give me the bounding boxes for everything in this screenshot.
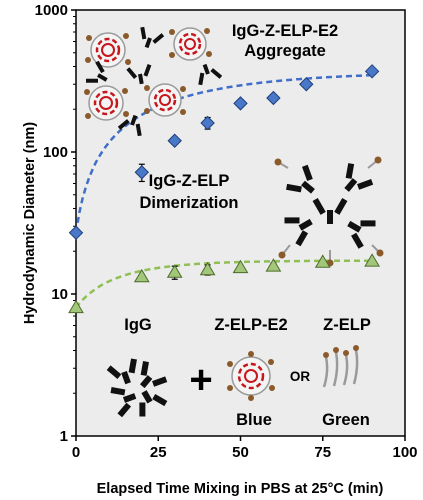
igg-antibody-icon [312,198,348,224]
data-point [299,77,314,92]
dimer-illustration [274,156,384,267]
data-point [232,259,249,274]
igg-antibody-icon [347,220,376,249]
data-point [68,299,84,314]
igg-antibody-icon [139,390,168,417]
igg-antibody-icon [86,60,108,83]
annotation-aggregate-line1: IgG-Z-ELP-E2 [232,22,338,40]
igg-antibody-icon [139,361,168,389]
igg-antibody-icon [106,358,137,385]
data-point [133,268,150,283]
igg-antibody-icon [110,387,137,418]
legend-label-blue: Blue [236,411,272,429]
igg-antibody-icon [284,217,313,247]
legend-label-green: Green [322,411,370,429]
z-elp-e2-particle [227,351,275,401]
data-point [167,133,182,148]
y-axis-title: Hydrodynamic Diameter (nm) [22,122,38,324]
data-point [200,115,215,131]
annotation-dimer-line2: Dimerization [139,194,238,212]
y-tick-label: 100 [43,144,68,161]
legend-plus: + [189,358,212,402]
x-axis-title: Elapsed Time Mixing in PBS at 25°C (min) [97,481,384,497]
data-point [364,64,380,79]
y-tick-label: 10 [51,286,68,303]
data-point [233,96,248,111]
x-tick-label: 50 [232,444,249,461]
axis-ticks: 0 25 50 75 100 1 10 100 1000 [35,2,418,461]
aggregate-particle [169,27,212,61]
data-point [266,90,281,106]
igg-antibody-icon [140,26,165,49]
x-tick-label: 0 [72,444,80,461]
igg-antibody-icon [198,63,223,86]
data-point [166,264,183,278]
igg-antibody-icon [344,163,374,192]
aggregate-particle [85,32,131,68]
igg-antibody-icon [126,64,152,85]
x-tick-label: 25 [150,444,167,461]
data-point [364,253,380,267]
legend-label-igg: IgG [124,316,152,334]
data-point [199,261,216,276]
x-tick-label: 75 [314,444,331,461]
y-tick-label: 1000 [35,2,68,19]
legend-label-z-elp: Z-ELP [323,316,371,334]
data-point [134,165,150,180]
data-point [265,258,282,272]
annotation-dimer-line1: IgG-Z-ELP [149,172,230,190]
series-fit-line [74,73,373,233]
aggregate-illustration [84,26,223,137]
igg-antibody-icon [117,114,142,137]
annotation-aggregate-line2: Aggregate [244,42,326,60]
data-point [68,225,84,240]
legend-label-z-elp-e2: Z-ELP-E2 [214,316,287,334]
y-tick-label: 1 [60,428,68,445]
aggregate-particle [84,85,129,121]
data-point [314,254,331,268]
legend-or: OR [290,369,311,384]
x-tick-label: 100 [392,444,417,461]
legend-illustration [106,345,359,418]
series-fit-line [75,259,373,309]
aggregate-particle [144,83,186,117]
data-points [68,64,380,314]
igg-antibody-icon [286,164,315,194]
fit-lines [74,73,373,309]
z-elp-chains [322,349,359,388]
